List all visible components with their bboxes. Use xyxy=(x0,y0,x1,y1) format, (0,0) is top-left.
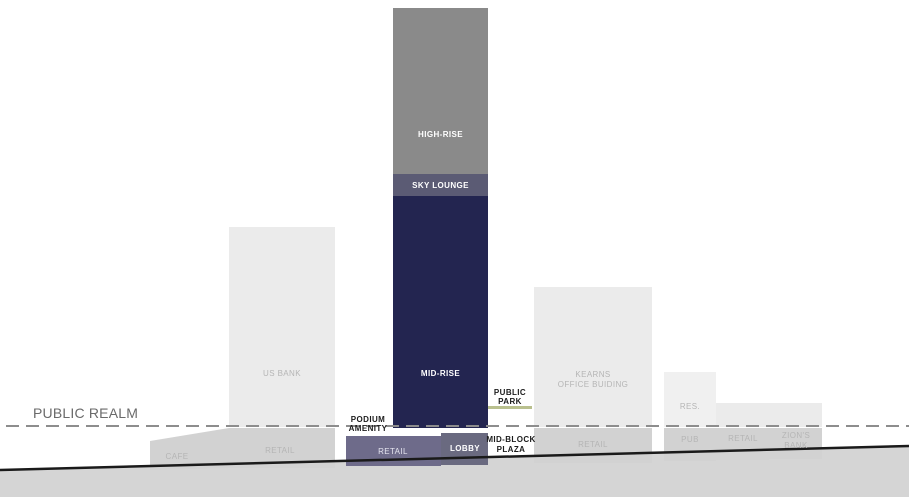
retail-block-3 xyxy=(534,428,652,463)
high-rise-block xyxy=(393,8,488,174)
public-park-label-line1: PUBLIC xyxy=(494,388,526,397)
cafe-label: CAFE xyxy=(166,452,189,461)
res-building xyxy=(664,372,716,427)
retail-block-4 xyxy=(716,428,769,460)
res-label: RES. xyxy=(680,402,700,411)
sky-lounge-block xyxy=(393,174,488,196)
lobby-block xyxy=(441,433,488,465)
kearns-label-line2: OFFICE BUIDING xyxy=(558,380,629,389)
podium-amenity-label-line2: AMENITY xyxy=(349,424,388,433)
high-rise-label: HIGH-RISE xyxy=(418,130,463,139)
mid-block-plaza-label-line1: MID-BLOCK xyxy=(486,435,535,444)
podium-amenity-label-line1: PODIUM xyxy=(351,415,385,424)
mid-block-plaza-label-line2: PLAZA xyxy=(497,445,526,454)
ground-line xyxy=(0,444,909,472)
kearns-building xyxy=(534,287,652,427)
mid-rise-label: MID-RISE xyxy=(421,369,460,378)
zions-bank-label-line1: ZION'S xyxy=(782,431,810,440)
zions-bank-block xyxy=(769,428,822,459)
mid-rise-block xyxy=(393,196,488,428)
retail-label-3: RETAIL xyxy=(578,440,608,449)
public-park-label-line2: PARK xyxy=(498,397,522,406)
cafe-block xyxy=(150,428,229,470)
public-realm-label: PUBLIC REALM xyxy=(33,405,138,421)
zions-bank-label-line2: BANK xyxy=(784,441,808,450)
pub-block xyxy=(664,428,716,461)
kearns-label-line1: KEARNS xyxy=(575,370,610,379)
us-bank-building xyxy=(229,227,335,427)
zions-upper-building xyxy=(716,403,822,427)
lobby-label: LOBBY xyxy=(450,444,480,453)
podium-amenity-block xyxy=(346,413,393,433)
retail-label-2: RETAIL xyxy=(378,447,408,456)
retail-label-1: RETAIL xyxy=(265,446,295,455)
retail-label-4: RETAIL xyxy=(728,434,758,443)
pub-label: PUB xyxy=(681,435,699,444)
sky-lounge-label: SKY LOUNGE xyxy=(412,181,469,190)
us-bank-label: US BANK xyxy=(263,369,301,378)
public-park-strip xyxy=(488,406,532,409)
